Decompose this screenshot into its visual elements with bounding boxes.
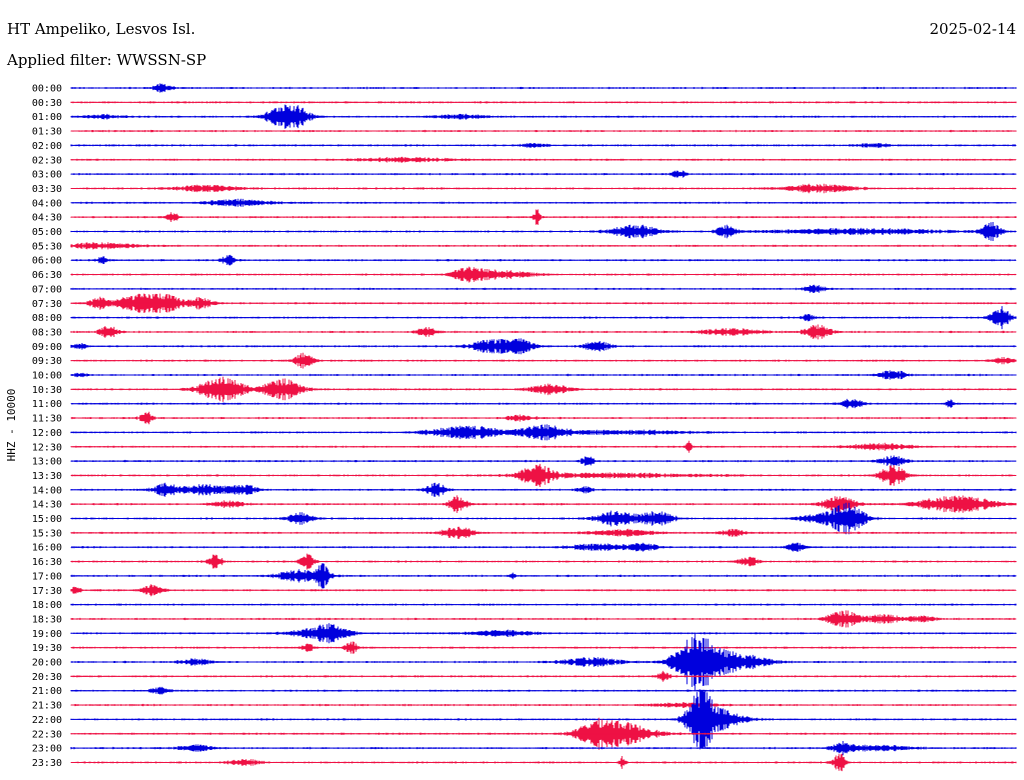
row-time-label: 05:00 (32, 227, 62, 238)
row-time-label: 23:00 (32, 744, 62, 755)
row-time-label: 06:00 (32, 256, 62, 267)
row-time-label: 10:00 (32, 371, 62, 382)
row-time-label: 19:30 (32, 643, 62, 654)
row-time-label: 15:30 (32, 528, 62, 539)
row-time-label: 16:00 (32, 543, 62, 554)
row-time-label: 09:00 (32, 342, 62, 353)
row-time-label: 18:00 (32, 600, 62, 611)
row-time-label: 22:30 (32, 729, 62, 740)
row-time-label: 10:30 (32, 385, 62, 396)
row-time-label: 19:00 (32, 629, 62, 640)
row-time-label: 00:30 (32, 98, 62, 109)
row-time-label: 11:30 (32, 414, 62, 425)
row-time-label: 04:00 (32, 198, 62, 209)
row-time-label: 12:30 (32, 442, 62, 453)
row-time-label: 07:00 (32, 284, 62, 295)
row-time-label: 18:30 (32, 614, 62, 625)
row-time-label: 14:30 (32, 500, 62, 511)
row-time-label: 01:00 (32, 112, 62, 123)
row-time-label: 12:00 (32, 428, 62, 439)
row-time-label: 17:30 (32, 586, 62, 597)
row-time-label: 03:00 (32, 170, 62, 181)
row-time-label: 00:00 (32, 84, 62, 95)
row-time-label: 11:00 (32, 399, 62, 410)
row-time-label: 02:30 (32, 155, 62, 166)
row-time-label: 13:00 (32, 457, 62, 468)
row-time-label: 17:00 (32, 571, 62, 582)
row-time-label: 20:30 (32, 672, 62, 683)
row-time-label: 02:00 (32, 141, 62, 152)
row-time-label: 04:30 (32, 213, 62, 224)
filter-label: Applied filter: WWSSN-SP (7, 51, 207, 69)
row-time-label: 08:30 (32, 327, 62, 338)
row-time-label: 23:30 (32, 758, 62, 769)
row-time-label: 15:00 (32, 514, 62, 525)
row-time-label: 20:00 (32, 658, 62, 669)
trace-lines (70, 83, 1017, 772)
station-title: HT Ampeliko, Lesvos Isl. (7, 20, 196, 38)
row-time-label: 03:30 (32, 184, 62, 195)
row-time-label: 09:30 (32, 356, 62, 367)
row-time-label: 13:30 (32, 471, 62, 482)
row-time-label: 14:00 (32, 485, 62, 496)
record-date: 2025-02-14 (929, 20, 1016, 38)
row-time-label: 05:30 (32, 241, 62, 252)
row-time-label: 08:00 (32, 313, 62, 324)
row-time-label: 22:00 (32, 715, 62, 726)
row-time-label: 06:30 (32, 270, 62, 281)
row-time-label: 21:30 (32, 701, 62, 712)
row-time-label: 16:30 (32, 557, 62, 568)
y-axis-label: HHZ - 10000 (5, 389, 18, 462)
row-time-label: 07:30 (32, 299, 62, 310)
row-time-label: 01:30 (32, 127, 62, 138)
row-time-label: 21:00 (32, 686, 62, 697)
row-time-labels: 00:00 00:30 01:00 01:30 02:00 02:30 03:00 03:30… (32, 84, 62, 769)
